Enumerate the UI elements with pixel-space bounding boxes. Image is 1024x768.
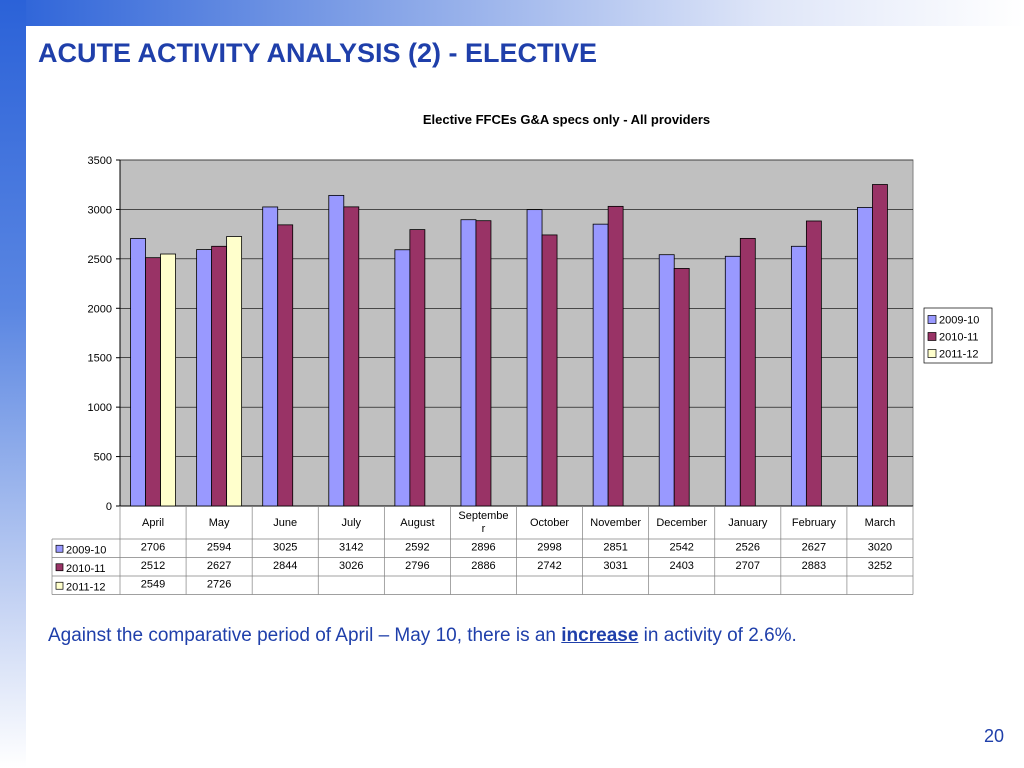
bar-2010-11-April: [145, 257, 161, 507]
legend-key-2009-10: [927, 315, 937, 324]
y-tick-label: 3500: [88, 155, 112, 167]
bar-2009-10-April: [130, 238, 146, 507]
legend-label-2011-12: 2011-12: [939, 349, 979, 361]
category-label-March: March: [865, 517, 896, 529]
table-value-2011-12-May: 2726: [207, 578, 231, 590]
bar-2010-11-October: [541, 234, 558, 507]
chart-title: Elective FFCEs G&A specs only - All prov…: [423, 112, 710, 127]
table-value-2009-10-June: 3025: [273, 541, 297, 553]
table-value-2010-11-January: 2707: [736, 560, 760, 572]
table-value-2010-11-March: 3252: [868, 560, 892, 572]
table-value-2009-10-January: 2526: [736, 541, 760, 553]
category-label-November: November: [590, 517, 641, 529]
table-legend-key-2009-10: [55, 544, 64, 553]
bar-2011-12-May: [226, 236, 243, 507]
table-value-2009-10-September: 2896: [471, 541, 495, 553]
legend-label-2010-11: 2010-11: [939, 332, 979, 344]
bar-2009-10-July: [328, 194, 345, 507]
bar-2010-11-February: [805, 220, 822, 507]
plot-area: [119, 159, 914, 507]
table-value-2009-10-July: 3142: [339, 541, 363, 553]
bar-2009-10-August: [394, 249, 411, 507]
bar-chart: Elective FFCEs G&A specs only - All prov…: [51, 112, 993, 595]
table-legend-key-2010-11: [55, 563, 64, 572]
bar-2009-10-November: [592, 223, 609, 507]
table-value-2010-11-August: 2796: [405, 560, 429, 572]
bar-2009-10-June: [262, 206, 279, 507]
category-label-August: August: [400, 517, 434, 529]
bar-2010-11-December: [673, 268, 690, 507]
note-text-before: Against the comparative period of April …: [48, 625, 562, 646]
table-value-2010-11-February: 2883: [802, 560, 826, 572]
category-label-October: October: [530, 517, 569, 529]
slide-title: ACUTE ACTIVITY ANALYSIS (2) - ELECTIVE: [38, 38, 598, 68]
table-value-2009-10-November: 2851: [603, 541, 627, 553]
legend-key-2011-12: [927, 349, 937, 358]
left-gradient-bar: [0, 0, 26, 768]
table-value-2010-11-November: 3031: [603, 560, 627, 572]
y-tick-label: 0: [106, 501, 112, 513]
table-value-2009-10-May: 2594: [207, 541, 231, 553]
bar-2009-10-May: [196, 249, 213, 507]
page-number: 20: [983, 726, 1004, 746]
table-series-label-2009-10: 2009-10: [66, 544, 106, 556]
bar-2010-11-January: [739, 237, 756, 507]
bar-2010-11-November: [607, 205, 624, 507]
bar-2009-10-March: [857, 207, 873, 507]
category-label-September: Septembe: [458, 510, 508, 522]
table-value-2010-11-September: 2886: [471, 560, 495, 572]
category-label-December: December: [656, 517, 707, 529]
bar-2010-11-June: [277, 224, 294, 507]
table-series-label-2011-12: 2011-12: [66, 581, 106, 593]
table-value-2009-10-February: 2627: [802, 541, 826, 553]
legend-key-2010-11: [927, 332, 937, 341]
category-label-July: July: [342, 517, 362, 529]
table-value-2009-10-March: 3020: [868, 541, 892, 553]
legend-label-2009-10: 2009-10: [939, 315, 979, 327]
bar-2009-10-September: [460, 219, 477, 507]
y-tick-label: 3000: [88, 204, 112, 216]
bar-2009-10-December: [658, 254, 675, 507]
y-tick-label: 2500: [88, 254, 112, 266]
table-value-2009-10-October: 2998: [537, 541, 561, 553]
category-label-September-cont: r: [482, 523, 486, 535]
table-value-2010-11-May: 2627: [207, 560, 231, 572]
bar-2010-11-March: [872, 184, 888, 507]
table-value-2010-11-July: 3026: [339, 560, 363, 572]
category-label-February: February: [792, 517, 837, 529]
bar-2009-10-January: [724, 255, 741, 507]
table-value-2011-12-April: 2549: [141, 578, 165, 590]
bar-2011-12-April: [160, 253, 176, 507]
y-tick-label: 1000: [88, 402, 112, 414]
category-label-January: January: [728, 517, 768, 529]
bar-2009-10-October: [526, 209, 543, 507]
category-label-May: May: [209, 517, 230, 529]
bar-2010-11-August: [409, 229, 426, 507]
table-legend-key-2011-12: [55, 581, 64, 590]
table-value-2009-10-August: 2592: [405, 541, 429, 553]
y-tick-label: 2000: [88, 303, 112, 315]
summary-note: Against the comparative period of April …: [48, 625, 797, 647]
bar-2009-10-February: [790, 245, 807, 507]
table-value-2010-11-April: 2512: [141, 560, 165, 572]
table-value-2009-10-April: 2706: [141, 541, 165, 553]
table-value-2010-11-June: 2844: [273, 560, 297, 572]
bar-2010-11-May: [211, 245, 228, 507]
table-value-2010-11-October: 2742: [537, 560, 561, 572]
table-value-2010-11-December: 2403: [669, 560, 693, 572]
note-text-after: in activity of 2.6%.: [638, 625, 797, 646]
top-gradient-bar: [0, 0, 1024, 26]
category-label-April: April: [142, 517, 164, 529]
bar-2010-11-July: [343, 206, 360, 507]
note-emphasis: increase: [561, 625, 639, 646]
y-tick-label: 500: [94, 452, 112, 464]
y-tick-label: 1500: [88, 353, 112, 365]
table-series-label-2010-11: 2010-11: [66, 563, 106, 575]
category-label-June: June: [273, 517, 297, 529]
table-value-2009-10-December: 2542: [669, 541, 693, 553]
bar-2010-11-September: [475, 220, 492, 507]
